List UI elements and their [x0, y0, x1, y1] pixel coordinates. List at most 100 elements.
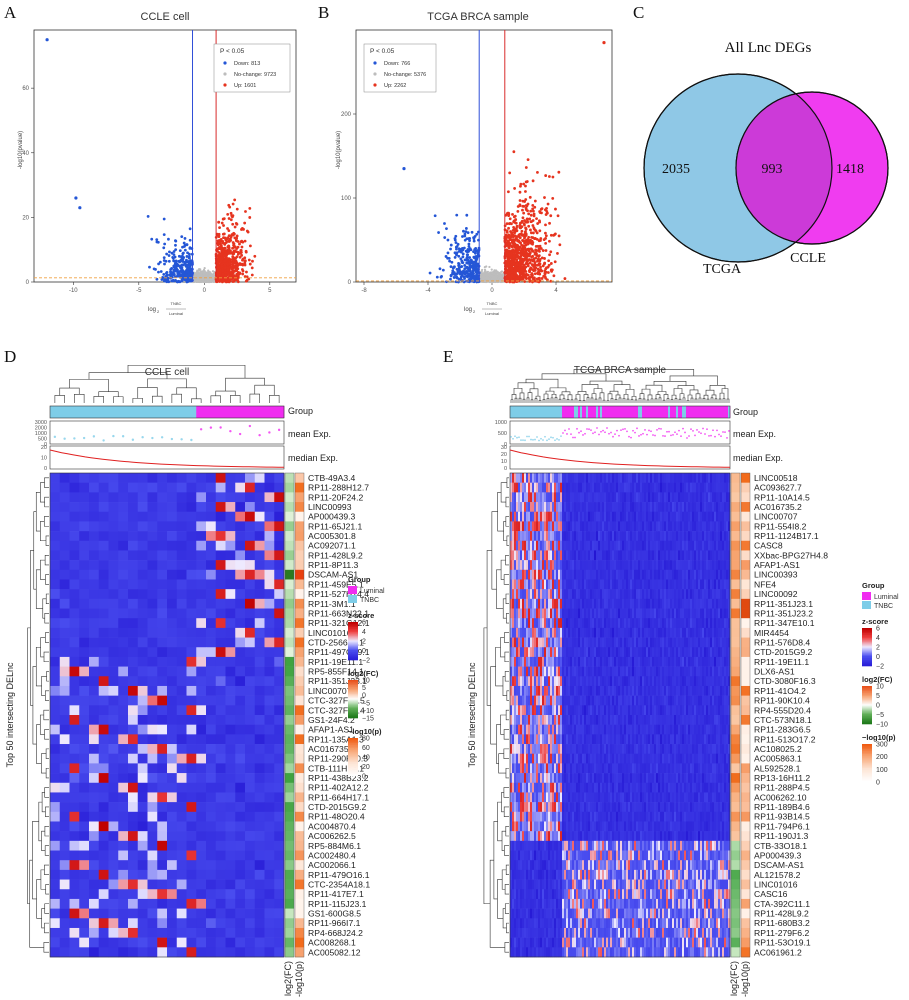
- heatmap-cell: [196, 821, 207, 832]
- panel-letter-a: A: [4, 3, 17, 22]
- heatmap-cell: [186, 705, 197, 716]
- point-nochange: [197, 271, 200, 274]
- point-up: [529, 258, 533, 262]
- y-tick-label: 0: [26, 280, 30, 286]
- heatmap-cell: [147, 492, 158, 503]
- heatmap-cell: [79, 676, 90, 687]
- point-up: [227, 249, 231, 253]
- heatmap-cell: [176, 705, 187, 716]
- heatmap-cell: [176, 589, 187, 600]
- heatmap-cell: [235, 821, 246, 832]
- heatmap-cell: [176, 473, 187, 483]
- point-down: [467, 242, 471, 246]
- heatmap-cell: [69, 705, 80, 716]
- heatmap-cell: [225, 802, 236, 813]
- point-up: [238, 272, 242, 275]
- mean-point: [209, 426, 213, 429]
- point-up: [527, 269, 531, 273]
- point-up: [520, 265, 524, 269]
- heatmap-cell: [147, 860, 158, 871]
- heatmap-cell: [235, 860, 246, 871]
- heatmap-cell: [274, 521, 285, 532]
- y-tick-label: 60: [22, 86, 29, 92]
- row-dendrogram-branch: [43, 651, 49, 663]
- point-down: [185, 258, 188, 262]
- point-up: [521, 262, 525, 266]
- heatmap-cell: [167, 821, 178, 832]
- point-up: [229, 211, 233, 215]
- heatmap-cell: [128, 821, 139, 832]
- heatmap-cell: [79, 705, 90, 716]
- point-down: [162, 273, 166, 276]
- heatmap-ccle-cells: [49, 472, 285, 958]
- heatmap-ccle-track-median: median Exp.: [288, 453, 338, 463]
- y-tick-label: 100: [341, 196, 352, 202]
- heatmap-cell: [157, 482, 168, 493]
- point-down: [173, 255, 177, 259]
- point-up: [518, 190, 522, 194]
- point-down: [167, 280, 171, 284]
- heatmap-cell: [264, 473, 275, 483]
- heatmap-cell: [59, 656, 70, 667]
- mean-point: [190, 438, 193, 442]
- mean-point: [112, 434, 115, 438]
- heatmap-cell: [215, 579, 226, 590]
- point-up: [229, 274, 232, 278]
- point-down: [437, 231, 440, 234]
- point-up: [552, 274, 556, 278]
- group-cell: [128, 406, 139, 418]
- heatmap-cell: [128, 850, 139, 861]
- heatmap-cell: [59, 627, 70, 638]
- heatmap-cell: [79, 608, 90, 619]
- heatmap-cell: [108, 821, 119, 832]
- point-down: [453, 256, 457, 259]
- heatmap-cell: [50, 850, 61, 861]
- heatmap-cell: [157, 579, 168, 590]
- heatmap-cell: [235, 502, 246, 513]
- heatmap-cell: [186, 715, 197, 725]
- heatmap-cell: [137, 656, 148, 667]
- heatmap-cell: [245, 627, 256, 638]
- heatmap-cell: [186, 840, 197, 851]
- point-down: [465, 250, 469, 254]
- point-up: [538, 211, 542, 214]
- heatmap-cell: [89, 850, 100, 861]
- heatmap-cell: [215, 531, 226, 542]
- heatmap-cell: [98, 850, 109, 861]
- point-up: [223, 259, 227, 262]
- heatmap-cell: [128, 676, 139, 687]
- heatmap-cell: [206, 869, 217, 880]
- heatmap-cell: [215, 715, 226, 725]
- heatmap-cell: [147, 560, 158, 571]
- heatmap-cell: [215, 637, 226, 648]
- heatmap-cell: [79, 869, 90, 880]
- heatmap-cell: [264, 579, 275, 590]
- heatmap-cell: [264, 850, 275, 861]
- heatmap-cell: [98, 511, 109, 522]
- heatmap-cell: [50, 598, 61, 609]
- row-dendrogram-branch: [33, 511, 37, 590]
- heatmap-cell: [274, 724, 285, 735]
- heatmap-cell: [235, 773, 246, 784]
- heatmap-cell: [98, 608, 109, 619]
- heatmap-cell: [98, 685, 109, 696]
- heatmap-cell: [50, 579, 61, 590]
- point-up: [233, 265, 236, 268]
- heatmap-cell: [50, 753, 61, 764]
- heatmap-cell: [235, 531, 246, 542]
- heatmap-cell: [118, 763, 129, 774]
- point-down: [463, 277, 466, 280]
- point-up: [513, 271, 517, 275]
- heatmap-cell: [196, 511, 207, 522]
- heatmap-cell: [108, 840, 119, 851]
- point-up: [554, 207, 557, 211]
- heatmap-cell: [225, 705, 236, 716]
- point-up: [537, 262, 541, 265]
- heatmap-cell: [108, 598, 119, 609]
- heatmap-cell: [147, 666, 158, 677]
- heatmap-cell: [235, 618, 246, 629]
- row-dendrogram-branch: [32, 666, 37, 745]
- heatmap-cell: [79, 482, 90, 493]
- heatmap-cell: [89, 869, 100, 880]
- heatmap-cell: [98, 618, 109, 629]
